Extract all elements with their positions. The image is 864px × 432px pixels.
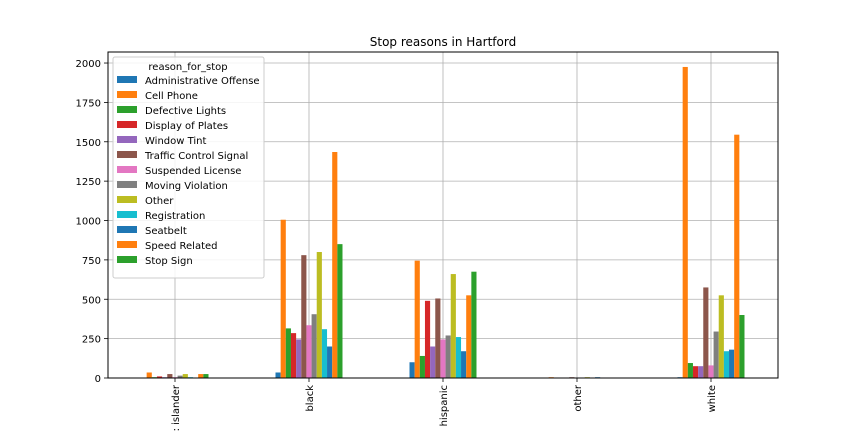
bar (419, 355, 425, 378)
y-axis: 0 250 500 750 1000 1250 1500 1750 2000 (76, 59, 108, 385)
bar (739, 315, 745, 378)
bar (729, 349, 735, 378)
bar (682, 66, 688, 378)
y-tick-label: 250 (82, 335, 101, 346)
bar (327, 346, 333, 378)
bar (445, 335, 451, 378)
bar (435, 298, 441, 378)
bar (424, 300, 431, 378)
bar (409, 362, 415, 378)
x-tick-label: hispanic (439, 385, 450, 426)
bar (687, 363, 693, 378)
bar (440, 339, 446, 378)
legend-swatch (117, 166, 137, 173)
legend-label: Traffic Control Signal (144, 151, 248, 162)
legend-swatch (117, 106, 137, 113)
bar (306, 325, 312, 378)
bar (461, 351, 467, 378)
legend-label: Speed Related (145, 241, 218, 252)
y-tick-label: 1000 (76, 217, 101, 228)
legend-swatch (117, 211, 137, 218)
bars-group (146, 66, 745, 378)
bar (723, 351, 730, 378)
y-tick-label: 0 (95, 374, 101, 385)
bar (321, 329, 328, 378)
chart-title: Stop reasons in Hartford (370, 35, 516, 49)
x-tick-label: white (707, 385, 718, 412)
legend-swatch (117, 91, 137, 98)
bar (698, 366, 704, 378)
legend-label: Administrative Offense (145, 76, 260, 87)
bar (414, 260, 420, 378)
bar (167, 374, 173, 378)
bar (203, 374, 209, 378)
x-tick-label: : islander (171, 384, 182, 431)
bar (471, 271, 477, 378)
x-tick-label: other (573, 384, 584, 412)
y-tick-label: 1750 (76, 98, 101, 109)
bar (285, 328, 291, 378)
legend-swatch (117, 181, 137, 188)
bar (182, 374, 188, 378)
bar (290, 333, 297, 378)
bar (430, 346, 436, 378)
bar (301, 255, 307, 378)
legend: reason_for_stop Administrative Offense Cel… (112, 56, 265, 279)
legend-label: Cell Phone (145, 91, 198, 102)
legend-label: Defective Lights (145, 106, 226, 117)
bar (198, 374, 204, 378)
legend-swatch (117, 136, 137, 143)
legend-label: Registration (145, 211, 205, 222)
bar (703, 287, 709, 378)
bar (311, 314, 317, 378)
bar (708, 365, 714, 378)
bar (280, 219, 286, 378)
y-tick-label: 1500 (76, 138, 101, 149)
bar (146, 372, 152, 378)
bar (332, 152, 338, 378)
legend-swatch (117, 241, 137, 248)
y-tick-label: 750 (82, 256, 101, 267)
legend-swatch (117, 151, 137, 158)
bar (450, 274, 456, 378)
bar (718, 295, 724, 378)
legend-label: Seatbelt (145, 226, 187, 237)
legend-swatch (117, 76, 137, 83)
bar (455, 337, 462, 378)
bar (713, 331, 719, 378)
y-tick-label: 2000 (76, 59, 101, 70)
bar (275, 372, 281, 378)
legend-swatch (117, 121, 137, 128)
bar (337, 244, 343, 378)
legend-swatch (117, 226, 137, 233)
legend-label: Moving Violation (145, 181, 228, 192)
bar (316, 252, 322, 378)
bar (734, 134, 740, 378)
legend-label: Other (145, 196, 174, 207)
legend-label: Stop Sign (145, 256, 193, 267)
bar (466, 295, 472, 378)
bar (177, 375, 183, 378)
x-axis: : islander black hispanic other white (171, 378, 718, 431)
legend-label: Display of Plates (145, 121, 228, 132)
y-tick-label: 1250 (76, 177, 101, 188)
legend-box (112, 56, 265, 279)
bar (296, 339, 302, 378)
bar (692, 366, 699, 378)
x-tick-label: black (305, 385, 316, 412)
legend-swatch (117, 196, 137, 203)
bar (156, 376, 163, 378)
legend-label: Window Tint (145, 136, 207, 147)
legend-swatch (117, 256, 137, 263)
legend-title: reason_for_stop (148, 62, 227, 73)
y-tick-label: 500 (82, 295, 101, 306)
legend-label: Suspended License (145, 166, 241, 177)
